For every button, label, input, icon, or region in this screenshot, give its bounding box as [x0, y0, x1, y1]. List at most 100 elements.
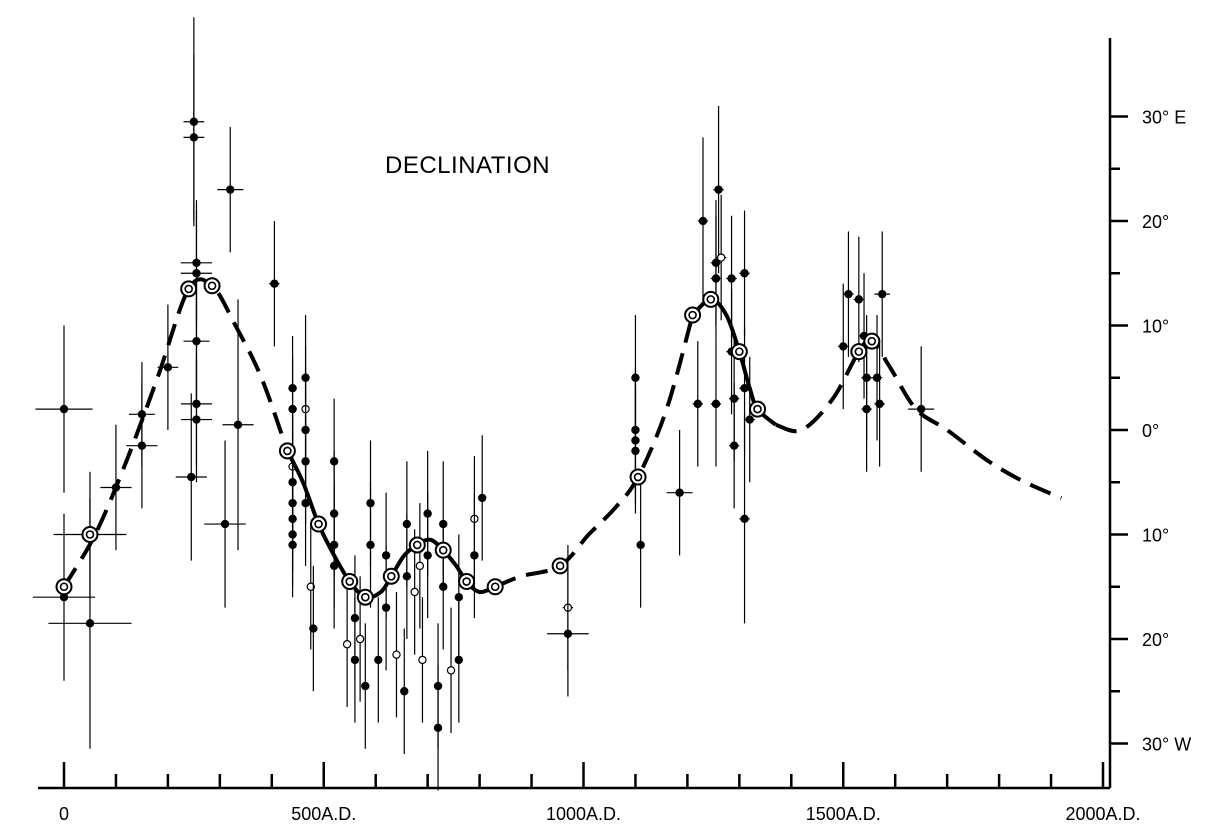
observation-point	[728, 382, 740, 509]
filled-marker	[636, 540, 645, 550]
observation-point	[710, 341, 722, 467]
filled-marker	[729, 441, 739, 450]
mean-point	[356, 588, 374, 606]
mean-point	[749, 400, 767, 418]
observation-point	[908, 346, 935, 472]
filled-marker	[711, 274, 721, 283]
filled-marker	[470, 551, 479, 560]
observation-point	[366, 482, 375, 608]
filled-marker	[862, 404, 871, 414]
filled-marker	[745, 415, 754, 424]
filled-marker	[361, 681, 370, 691]
observation-point	[666, 430, 693, 556]
filled-marker	[454, 655, 464, 665]
observation-point	[32, 513, 96, 681]
filled-marker	[366, 540, 375, 550]
observation-point	[309, 565, 318, 692]
observation-point	[269, 221, 280, 347]
mean-point	[702, 290, 720, 308]
observation-point	[288, 492, 297, 598]
observation-point	[301, 440, 310, 566]
filled-marker	[350, 655, 360, 665]
x-tick-label: 2000A.D.	[1065, 804, 1140, 824]
observation-point	[843, 231, 854, 357]
observation-point	[446, 607, 456, 734]
filled-marker	[698, 216, 708, 226]
mean-point-inner	[555, 561, 565, 571]
open-marker	[355, 634, 365, 644]
open-marker	[342, 640, 352, 649]
filled-marker	[563, 629, 573, 638]
observation-point	[636, 482, 645, 608]
y-tick-label: 30° E	[1142, 108, 1186, 128]
observation-point	[744, 356, 755, 483]
observation-points	[32, 17, 935, 791]
observation-point	[180, 356, 213, 483]
observation-point	[175, 393, 207, 561]
filled-marker	[423, 551, 432, 560]
filled-marker	[192, 415, 201, 424]
observation-point	[350, 597, 360, 723]
filled-marker	[740, 269, 749, 278]
observation-point	[222, 299, 254, 551]
mean-point	[55, 578, 73, 596]
observation-point	[402, 513, 412, 639]
mean-point-inner	[854, 347, 864, 356]
filled-marker	[59, 404, 69, 414]
mean-point	[180, 280, 198, 298]
mean-point	[486, 578, 504, 596]
mean-point	[863, 332, 881, 350]
mean-point-inner	[386, 571, 396, 581]
observation-point	[374, 597, 383, 723]
filled-marker	[402, 572, 412, 581]
open-marker	[410, 587, 419, 597]
mean-point	[551, 557, 569, 575]
observation-point	[470, 492, 479, 619]
y-axis-ticks: 30° E 20° 10° 0° 10° 20° 30° W	[1110, 108, 1191, 755]
filled-marker	[374, 655, 383, 665]
open-marker	[392, 650, 401, 659]
filled-marker	[309, 624, 318, 633]
open-marker	[418, 655, 427, 665]
open-marker	[716, 253, 726, 262]
observation-point	[128, 362, 155, 467]
mean-point-inner	[184, 284, 193, 294]
filled-marker	[872, 373, 882, 382]
filled-marker	[270, 279, 279, 288]
open-marker	[415, 561, 425, 571]
filled-marker	[916, 404, 926, 414]
mean-point	[408, 536, 426, 554]
mean-point	[341, 573, 359, 591]
filled-marker	[226, 185, 235, 194]
observation-point	[329, 503, 339, 629]
mean-point-inner	[412, 540, 422, 550]
observation-point	[183, 53, 205, 221]
observation-point	[853, 236, 865, 363]
mean-point	[434, 541, 452, 559]
observation-point	[35, 325, 93, 493]
mean-point	[81, 526, 99, 543]
mean-point-inner	[867, 336, 877, 346]
filled-marker	[288, 404, 297, 414]
mean-point-inner	[735, 347, 744, 356]
observation-point	[715, 194, 727, 321]
observation-point	[713, 106, 724, 274]
filled-marker	[439, 582, 448, 591]
mean-point	[730, 343, 748, 361]
observation-point	[415, 503, 425, 629]
mean-point-inner	[753, 404, 762, 414]
filled-marker	[477, 493, 487, 503]
y-tick-label: 20°	[1142, 630, 1169, 650]
observation-point	[739, 414, 750, 624]
y-tick-label: 30° W	[1142, 735, 1191, 755]
observation-point	[692, 341, 703, 467]
mean-point-inner	[283, 446, 292, 456]
observation-point	[392, 591, 401, 718]
observation-point	[739, 210, 750, 336]
filled-marker	[189, 133, 199, 142]
observation-point	[454, 597, 464, 723]
filled-marker	[727, 274, 736, 283]
filled-marker	[163, 363, 173, 372]
filled-marker	[137, 410, 147, 419]
